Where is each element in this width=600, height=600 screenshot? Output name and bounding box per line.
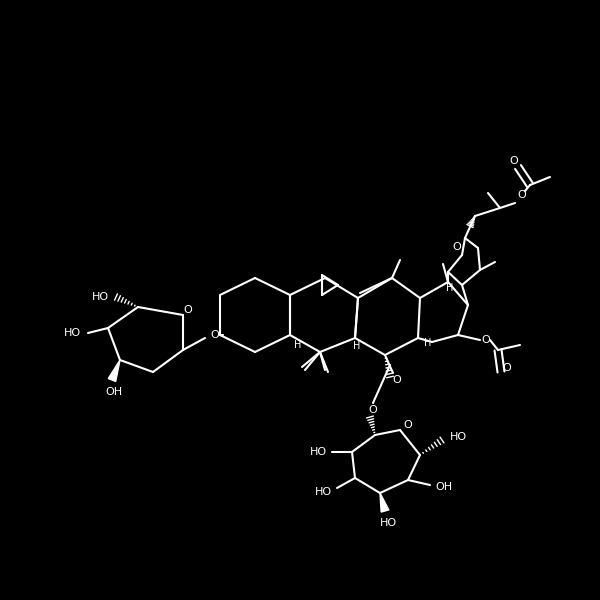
- Text: HO: HO: [91, 292, 109, 302]
- Text: O: O: [392, 375, 401, 385]
- Text: OH: OH: [106, 387, 122, 397]
- Text: HO: HO: [379, 518, 397, 528]
- Polygon shape: [108, 360, 120, 382]
- Text: HO: HO: [314, 487, 332, 497]
- Text: O: O: [211, 330, 220, 340]
- Text: O: O: [509, 156, 518, 166]
- Text: H: H: [353, 341, 361, 351]
- Text: O: O: [503, 363, 511, 373]
- Text: HO: HO: [449, 432, 467, 442]
- Text: O: O: [368, 405, 377, 415]
- Text: O: O: [518, 190, 526, 200]
- Text: HO: HO: [64, 328, 80, 338]
- Text: O: O: [404, 420, 412, 430]
- Text: H: H: [446, 283, 454, 293]
- Text: O: O: [184, 305, 193, 315]
- Text: H: H: [295, 340, 302, 350]
- Text: O: O: [452, 242, 461, 252]
- Polygon shape: [380, 493, 389, 512]
- Text: OH: OH: [436, 482, 452, 492]
- Text: O: O: [482, 335, 490, 345]
- Text: HO: HO: [310, 447, 326, 457]
- Text: H: H: [424, 338, 431, 348]
